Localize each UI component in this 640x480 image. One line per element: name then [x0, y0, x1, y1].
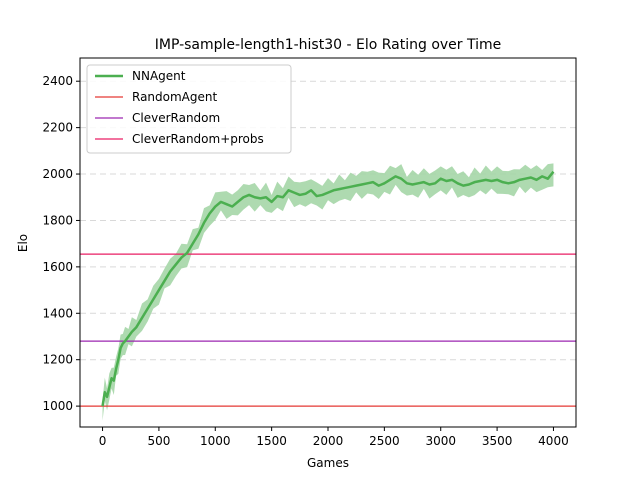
x-axis-label: Games — [307, 456, 349, 470]
y-tick-label: 1400 — [42, 306, 73, 320]
legend: NNAgent RandomAgent CleverRandom CleverRand… — [86, 64, 292, 154]
x-tick-label: 500 — [147, 434, 170, 448]
legend-label: RandomAgent — [132, 90, 217, 104]
legend-box — [86, 64, 292, 154]
legend-label: CleverRandom — [132, 111, 220, 125]
y-tick-label: 2000 — [42, 167, 73, 181]
series-band — [102, 163, 554, 421]
legend-label: CleverRandom+probs — [132, 132, 264, 146]
x-tick-label: 3500 — [482, 434, 513, 448]
y-tick-label: 1000 — [42, 399, 73, 413]
x-tick-label: 0 — [99, 434, 107, 448]
y-tick-label: 2200 — [42, 121, 73, 135]
y-axis-label: Elo — [16, 234, 30, 252]
x-tick-label: 2500 — [369, 434, 400, 448]
y-tick-label: 1200 — [42, 353, 73, 367]
x-tick-label: 3000 — [425, 434, 456, 448]
y-axis-ticks: 1000 1200 1400 1600 1800 2000 2200 2400 — [42, 74, 80, 413]
chart-title: IMP-sample-length1-hist30 - Elo Rating o… — [155, 37, 502, 53]
series-line-nnagent — [101, 170, 555, 407]
series-lines — [101, 170, 555, 407]
x-axis-ticks: 0 500 1000 1500 2000 2500 3000 3500 4000 — [99, 427, 569, 448]
x-tick-label: 2000 — [313, 434, 344, 448]
x-tick-label: 1000 — [200, 434, 231, 448]
y-tick-label: 2400 — [42, 74, 73, 88]
reference-lines — [80, 253, 576, 407]
confidence-band — [102, 163, 554, 421]
legend-label: NNAgent — [132, 69, 186, 83]
x-tick-label: 1500 — [256, 434, 287, 448]
y-tick-label: 1600 — [42, 260, 73, 274]
y-tick-label: 1800 — [42, 213, 73, 227]
x-tick-label: 4000 — [538, 434, 569, 448]
